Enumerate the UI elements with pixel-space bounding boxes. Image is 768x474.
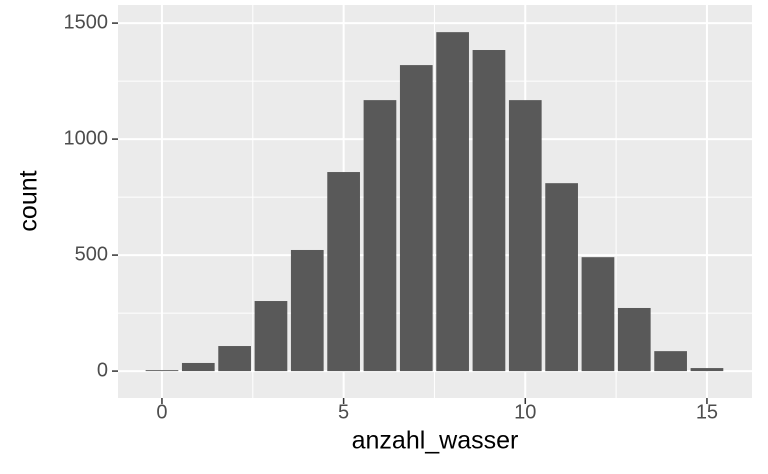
bar (472, 50, 506, 372)
x-tick-label: 5 (338, 401, 349, 423)
bar (399, 65, 433, 372)
y-tick-label: 500 (75, 243, 108, 265)
bar (327, 172, 360, 372)
bar (617, 307, 651, 372)
bar (254, 301, 288, 372)
bar (581, 257, 615, 372)
x-tick-label: 0 (156, 401, 167, 423)
y-axis-title: count (15, 170, 43, 231)
bar (436, 32, 469, 372)
plot-background (118, 5, 752, 398)
bars (145, 32, 724, 372)
x-tick-label: 10 (514, 401, 536, 423)
bar (218, 346, 251, 372)
bar (690, 368, 724, 372)
y-tick-label: 1500 (64, 11, 109, 33)
bar (654, 351, 687, 372)
x-tick-label: 15 (696, 401, 718, 423)
bar (508, 100, 542, 372)
x-axis-title: anzahl_wasser (352, 427, 519, 455)
y-tick-label: 1000 (64, 127, 109, 149)
bar (363, 100, 397, 372)
bar (181, 362, 215, 372)
bar (290, 249, 324, 372)
bar (145, 370, 179, 372)
y-tick-label: 0 (97, 359, 108, 381)
bar (545, 183, 578, 372)
